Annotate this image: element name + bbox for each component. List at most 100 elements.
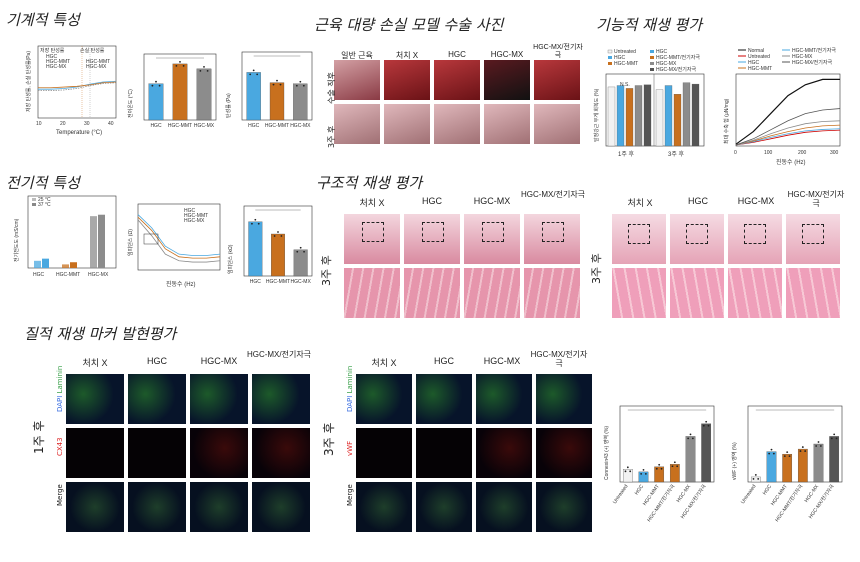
if1-col-hgcmx: HGC-MX — [200, 356, 238, 366]
image-tile — [612, 214, 666, 264]
image-tile — [190, 374, 248, 424]
image-tile — [484, 104, 530, 144]
image-tile — [416, 428, 472, 478]
y-label: 임피던스 (kΩ) — [227, 244, 234, 274]
image-tile — [434, 60, 480, 100]
force-line-5 — [735, 108, 841, 146]
image-tile — [416, 482, 472, 532]
dot — [277, 231, 279, 233]
cat-label: HGC-MX — [194, 123, 215, 129]
col-hgcmx: HGC-MX — [490, 50, 524, 59]
mw-legend-mx-es: HGC-MX/전기자극 — [656, 66, 696, 73]
force-legend-mmt: HGC-MMT — [748, 66, 772, 72]
mw-legend-hgc: HGC — [614, 55, 626, 61]
row-after-surgery: 수술 직후 — [327, 72, 336, 104]
image-tile — [66, 428, 124, 478]
dot — [835, 437, 838, 440]
if1-col-control: 처치 X — [82, 358, 108, 368]
cond-ylabel: 전기전도도 (mS/cm) — [13, 218, 20, 262]
mw-bar — [625, 88, 634, 147]
image-tile — [534, 60, 580, 100]
conductivity-chart: 25 °C 37 °C HGC HGC-MMT HGC-MX 전기전도도 (mS… — [13, 195, 117, 278]
dot — [640, 472, 643, 475]
he-col-hgcmx: HGC-MX — [473, 196, 511, 206]
dot — [786, 451, 789, 454]
cond-legend-37: 37 °C — [38, 202, 51, 208]
rheo-legend-mx2: HGC-MX — [86, 64, 107, 70]
dot — [203, 65, 205, 68]
cat-label: HGC-MMT/전기자극 — [774, 483, 805, 522]
he-col-hgcmx-es: HGC-MX/전기자극 — [520, 190, 586, 199]
zoom-box — [362, 222, 384, 242]
mw-legend-mmt: HGC-MMT — [614, 61, 638, 67]
dot — [691, 437, 694, 440]
dot — [801, 446, 804, 448]
zoom-box — [628, 224, 650, 244]
col-hgc: HGC — [448, 50, 466, 59]
dot — [272, 83, 275, 86]
imp-line-0 — [137, 214, 221, 256]
bar-5 — [829, 436, 840, 483]
structural-title: 구조적 재생 평가 — [316, 174, 423, 192]
dot — [702, 424, 705, 427]
mw-bar — [616, 85, 625, 147]
if3-stain-laminin: DAPI Laminin — [346, 365, 354, 412]
cond-bar — [34, 260, 41, 268]
mw-bar — [691, 83, 700, 147]
col-normal: 일반 근육 — [341, 51, 373, 60]
image-tile — [128, 428, 186, 478]
dot — [687, 437, 690, 440]
image-tile — [534, 104, 580, 144]
dot — [199, 69, 202, 72]
bar-3 — [797, 448, 808, 483]
bar-1 — [269, 82, 285, 121]
bar-2 — [293, 83, 308, 121]
image-tile — [356, 428, 412, 478]
cat-label: HGC — [634, 483, 646, 496]
he2-col-hgcmx: HGC-MX — [737, 196, 775, 206]
zoom-box — [542, 222, 564, 242]
zoom-box — [482, 222, 504, 242]
rheo-line-2 — [38, 82, 117, 92]
rheo-xtick-20: 20 — [60, 121, 66, 127]
image-tile — [344, 268, 400, 318]
dot — [788, 455, 791, 458]
mw-bar — [673, 94, 682, 147]
image-tile — [252, 374, 310, 424]
dot — [299, 246, 302, 249]
force-xtick-200: 200 — [798, 150, 807, 156]
force-legend-hgc: HGC — [748, 60, 760, 66]
image-tile — [536, 428, 592, 478]
force-line-3 — [735, 124, 841, 146]
zoom-box — [802, 224, 824, 244]
if3-col-hgc: HGC — [434, 356, 454, 366]
dot — [770, 448, 773, 451]
cond-cat-hgc: HGC — [33, 272, 45, 278]
dot — [179, 61, 181, 63]
bar-1 — [172, 63, 188, 121]
bar-2 — [196, 68, 212, 121]
cat-label: HGC — [248, 123, 259, 129]
dot — [182, 65, 185, 67]
he2-col-control: 처치 X — [627, 198, 653, 208]
if3-col-hgcmx-es: HGC-MX/전기자극 — [530, 350, 588, 368]
bar-0 — [750, 476, 761, 483]
cat-label: HGC — [150, 123, 162, 129]
image-tile — [476, 482, 532, 532]
if3-col-control: 처치 X — [371, 358, 397, 368]
cat-label: HGC-MMT — [168, 123, 192, 129]
dot — [273, 235, 276, 237]
image-tile — [728, 268, 782, 318]
cond-bar — [90, 216, 97, 268]
if1-stain-cx43: CX43 — [56, 437, 64, 456]
dot — [206, 69, 209, 72]
mw-legend-hgc2: HGC — [656, 49, 668, 55]
mw-legend-mx: HGC-MX — [656, 61, 677, 67]
he-col-hgc: HGC — [422, 196, 442, 206]
dot — [151, 84, 154, 87]
rheo-xtick-10: 10 — [36, 121, 42, 127]
force-legend-untreated: Untreated — [748, 54, 770, 60]
bar-5 — [701, 423, 712, 483]
force-chart: Normal Untreated HGC HGC-MMT HGC-MMT/전기자… — [723, 47, 841, 166]
bar-0 — [246, 72, 261, 121]
